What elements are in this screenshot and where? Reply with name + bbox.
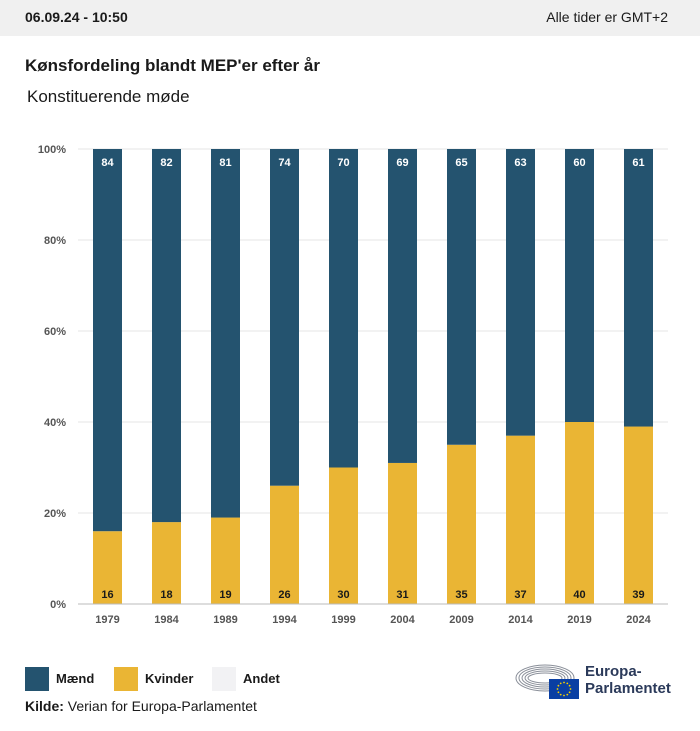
x-tick-label: 2019: [567, 614, 591, 626]
bar-men: [565, 149, 594, 422]
legend-swatch-women: [114, 667, 138, 691]
x-tick-label: 2014: [508, 614, 533, 626]
bar-women: [447, 444, 476, 604]
data-label-men: 70: [337, 157, 349, 169]
bar-women: [388, 462, 417, 604]
bar-men: [93, 149, 122, 532]
y-tick-label: 0%: [50, 599, 66, 611]
bar-men: [388, 149, 417, 463]
bar-women: [565, 422, 594, 604]
logo-text: Europa- Parlamentet: [585, 663, 671, 697]
x-tick-label: 1989: [213, 614, 237, 626]
legend-label-men: Mænd: [56, 671, 95, 686]
data-label-women: 31: [396, 589, 408, 601]
data-label-women: 19: [219, 589, 231, 601]
bar-men: [329, 149, 358, 468]
data-label-women: 16: [101, 589, 113, 601]
bar-men: [211, 149, 240, 518]
source-note: Kilde: Verian for Europa-Parlamentet: [25, 698, 257, 714]
european-parliament-logo: Europa- Parlamentet: [515, 661, 685, 701]
x-tick-label: 1999: [331, 614, 355, 626]
bar-women: [270, 485, 299, 604]
bar-men: [447, 149, 476, 445]
bar-women: [624, 426, 653, 604]
x-tick-label: 2004: [390, 614, 415, 626]
data-label-women: 30: [337, 589, 349, 601]
x-tick-label: 2009: [449, 614, 473, 626]
y-tick-label: 20%: [44, 508, 66, 520]
bar-women: [329, 467, 358, 604]
data-label-men: 84: [101, 157, 114, 169]
source-label: Kilde:: [25, 698, 64, 714]
data-label-women: 40: [573, 589, 585, 601]
timestamp: 06.09.24 - 10:50: [25, 9, 128, 25]
top-bar: 06.09.24 - 10:50 Alle tider er GMT+2: [0, 0, 700, 36]
legend-label-other: Andet: [243, 671, 280, 686]
x-tick-label: 1984: [154, 614, 179, 626]
logo-line1: Europa-: [585, 663, 642, 680]
data-label-men: 74: [278, 157, 291, 169]
y-tick-label: 40%: [44, 417, 66, 429]
x-tick-label: 2024: [626, 614, 651, 626]
european-parliament-logo-icon: [515, 664, 579, 699]
legend-swatch-other: [212, 667, 236, 691]
data-label-men: 82: [160, 157, 172, 169]
bar-men: [270, 149, 299, 486]
data-label-women: 26: [278, 589, 290, 601]
data-label-men: 60: [573, 157, 585, 169]
bar-women: [93, 531, 122, 604]
data-label-men: 81: [219, 157, 231, 169]
data-label-women: 37: [514, 589, 526, 601]
data-label-men: 61: [632, 157, 644, 169]
legend-label-women: Kvinder: [145, 671, 194, 686]
data-label-women: 18: [160, 589, 172, 601]
data-label-women: 39: [632, 589, 644, 601]
legend-swatch-men: [25, 667, 49, 691]
stacked-bar-chart: 0% 20% 40% 60% 80% 100% 84 16 1979 82 18 1984 81 19 19…: [38, 144, 668, 626]
data-label-men: 69: [396, 157, 408, 169]
bar-men: [152, 149, 181, 523]
x-tick-label: 1994: [272, 614, 297, 626]
bar-women: [152, 522, 181, 604]
data-label-women: 35: [455, 589, 467, 601]
source-text: Verian for Europa-Parlamentet: [67, 698, 257, 714]
chart-subtitle: Konstituerende møde: [27, 87, 190, 106]
timezone-note: Alle tider er GMT+2: [546, 9, 668, 25]
data-label-men: 63: [514, 157, 526, 169]
y-tick-label: 80%: [44, 235, 66, 247]
logo-line2: Parlamentet: [585, 680, 671, 697]
y-tick-label: 60%: [44, 326, 66, 338]
data-label-men: 65: [455, 157, 467, 169]
bar-women: [211, 517, 240, 604]
bar-men: [624, 149, 653, 427]
bar-men: [506, 149, 535, 436]
y-tick-label: 100%: [38, 144, 66, 156]
x-tick-label: 1979: [95, 614, 119, 626]
bar-women: [506, 435, 535, 604]
chart-title: Kønsfordeling blandt MEP'er efter år: [25, 56, 320, 75]
